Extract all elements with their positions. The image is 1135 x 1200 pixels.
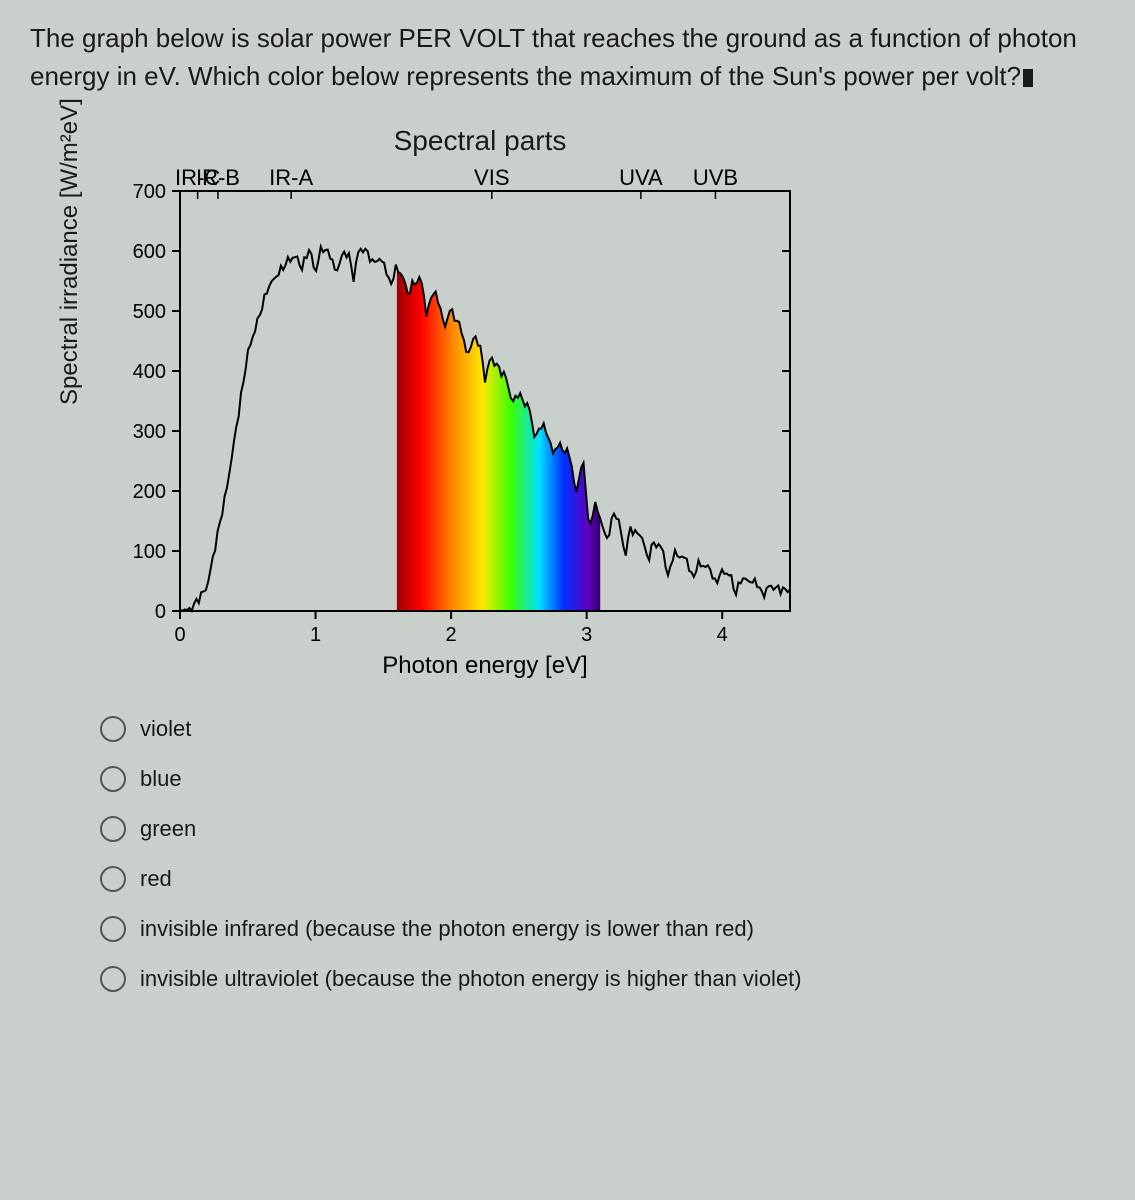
svg-text:300: 300 <box>133 421 166 443</box>
answer-option[interactable]: green <box>100 816 1105 842</box>
svg-text:UVA: UVA <box>619 165 663 190</box>
radio-icon[interactable] <box>100 816 126 842</box>
svg-text:VIS: VIS <box>474 165 509 190</box>
svg-text:0: 0 <box>155 601 166 623</box>
svg-text:4: 4 <box>717 624 728 646</box>
svg-text:2: 2 <box>446 624 457 646</box>
svg-text:400: 400 <box>133 361 166 383</box>
spectrum-chart: Spectral parts Spectral irradiance [W/m²… <box>90 125 870 686</box>
answer-options: violet blue green red invisible infrared (be… <box>100 716 1105 992</box>
option-label: violet <box>140 716 191 742</box>
answer-option[interactable]: red <box>100 866 1105 892</box>
radio-icon[interactable] <box>100 716 126 742</box>
svg-text:IR-B: IR-B <box>196 165 240 190</box>
option-label: red <box>140 866 172 892</box>
option-label: blue <box>140 766 182 792</box>
svg-text:600: 600 <box>133 241 166 263</box>
y-axis-label: Spectral irradiance [W/m²eV] <box>56 99 84 406</box>
option-label: green <box>140 816 196 842</box>
answer-option[interactable]: invisible infrared (because the photon e… <box>100 916 1105 942</box>
svg-text:Photon energy [eV]: Photon energy [eV] <box>382 652 587 679</box>
svg-text:1: 1 <box>310 624 321 646</box>
svg-text:3: 3 <box>581 624 592 646</box>
answer-option[interactable]: invisible ultraviolet (because the photo… <box>100 966 1105 992</box>
svg-text:500: 500 <box>133 301 166 323</box>
svg-text:IR-A: IR-A <box>269 165 313 190</box>
radio-icon[interactable] <box>100 766 126 792</box>
question-content: The graph below is solar power PER VOLT … <box>30 23 1077 91</box>
radio-icon[interactable] <box>100 966 126 992</box>
svg-text:200: 200 <box>133 481 166 503</box>
question-text: The graph below is solar power PER VOLT … <box>30 20 1105 95</box>
text-cursor <box>1023 69 1033 87</box>
answer-option[interactable]: violet <box>100 716 1105 742</box>
radio-icon[interactable] <box>100 866 126 892</box>
option-label: invisible infrared (because the photon e… <box>140 916 754 942</box>
option-label: invisible ultraviolet (because the photo… <box>140 966 802 992</box>
answer-option[interactable]: blue <box>100 766 1105 792</box>
radio-icon[interactable] <box>100 916 126 942</box>
svg-text:700: 700 <box>133 181 166 203</box>
svg-text:0: 0 <box>174 624 185 646</box>
chart-svg: IR-CIR-BIR-AVISUVAUVB0100200300400500600… <box>90 161 870 681</box>
svg-text:100: 100 <box>133 541 166 563</box>
svg-text:UVB: UVB <box>693 165 738 190</box>
chart-title: Spectral parts <box>90 125 870 157</box>
